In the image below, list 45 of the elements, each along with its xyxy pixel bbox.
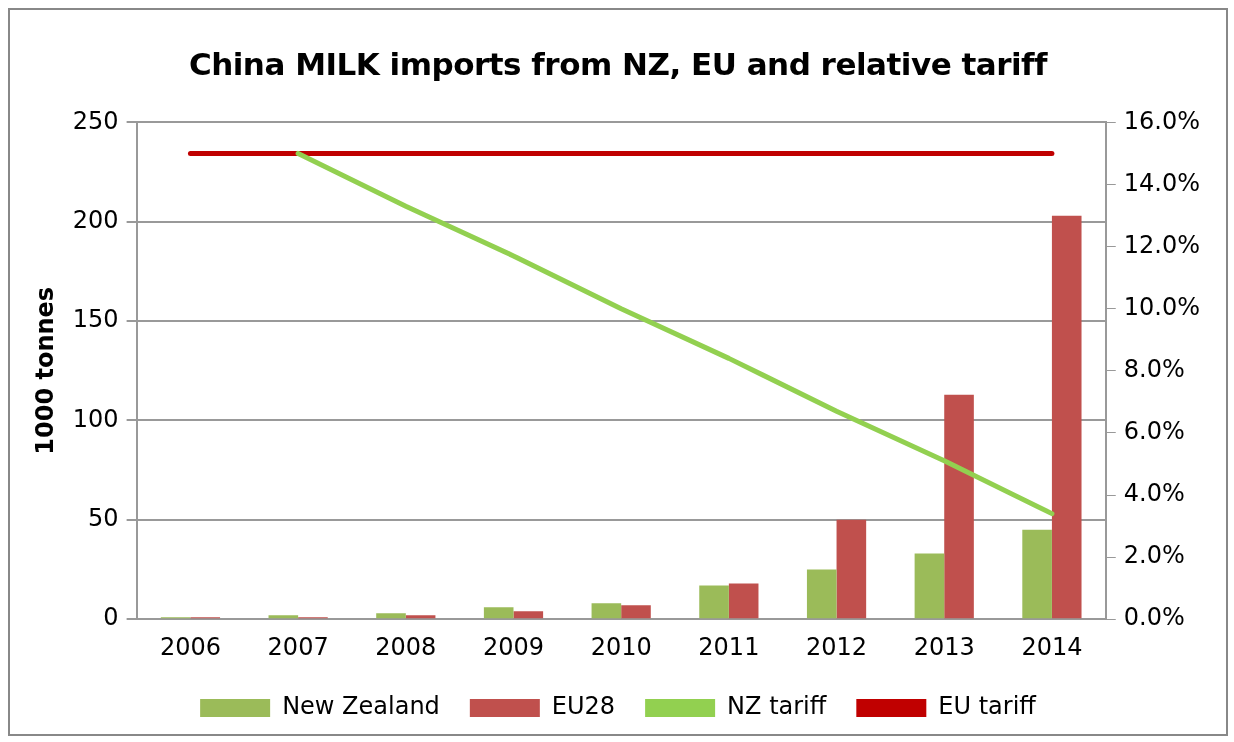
legend-label: EU28 bbox=[551, 692, 616, 721]
y2-tick-label: 12.0% bbox=[1123, 230, 1201, 259]
bar bbox=[621, 605, 651, 619]
y-tick-label: 150 bbox=[72, 305, 119, 334]
bar bbox=[836, 519, 867, 619]
x-tick-label: 2006 bbox=[159, 632, 221, 661]
bar bbox=[914, 553, 945, 619]
bar bbox=[376, 613, 406, 619]
x-tick-label: 2010 bbox=[590, 632, 652, 661]
y-axis-title: 1000 tonnes bbox=[30, 286, 59, 455]
y2-tick-label: 2.0% bbox=[1123, 541, 1185, 570]
y2-tick-label: 0.0% bbox=[1123, 603, 1185, 632]
y2-tick-label: 10.0% bbox=[1123, 292, 1201, 321]
bar bbox=[1022, 529, 1052, 619]
y2-tick-label: 14.0% bbox=[1123, 168, 1201, 197]
y-tick-label: 0 bbox=[103, 603, 119, 632]
bar bbox=[513, 611, 544, 619]
x-tick-label: 2007 bbox=[267, 632, 329, 661]
bar bbox=[405, 615, 436, 619]
bar bbox=[1051, 215, 1082, 619]
chart-title: China MILK imports from NZ, EU and relative tariff bbox=[187, 46, 1049, 82]
x-tick-label: 2009 bbox=[482, 632, 545, 661]
y-tick-label: 100 bbox=[72, 404, 119, 433]
legend-label: New Zealand bbox=[282, 692, 440, 721]
bar bbox=[699, 585, 729, 619]
y2-tick-label: 8.0% bbox=[1123, 355, 1185, 384]
y2-tick-label: 6.0% bbox=[1123, 417, 1185, 446]
x-tick-label: 2008 bbox=[375, 632, 437, 661]
x-tick-label: 2012 bbox=[806, 632, 868, 661]
x-tick-label: 2013 bbox=[913, 632, 975, 661]
x-tick-label: 2011 bbox=[698, 632, 760, 661]
x-tick-label: 2014 bbox=[1021, 632, 1083, 661]
bar bbox=[591, 603, 622, 619]
y-tick-label: 200 bbox=[72, 205, 119, 234]
y-tick-label: 250 bbox=[72, 106, 119, 135]
y2-tick-label: 16.0% bbox=[1123, 106, 1201, 135]
legend-label: NZ tariff bbox=[727, 692, 827, 721]
bar bbox=[483, 607, 514, 619]
bar bbox=[944, 394, 974, 619]
bar bbox=[728, 583, 759, 619]
y-tick-label: 50 bbox=[88, 504, 119, 533]
bar bbox=[806, 569, 837, 619]
bar bbox=[268, 615, 299, 619]
legend-label: EU tariff bbox=[938, 692, 1037, 721]
y2-tick-label: 4.0% bbox=[1123, 479, 1185, 508]
